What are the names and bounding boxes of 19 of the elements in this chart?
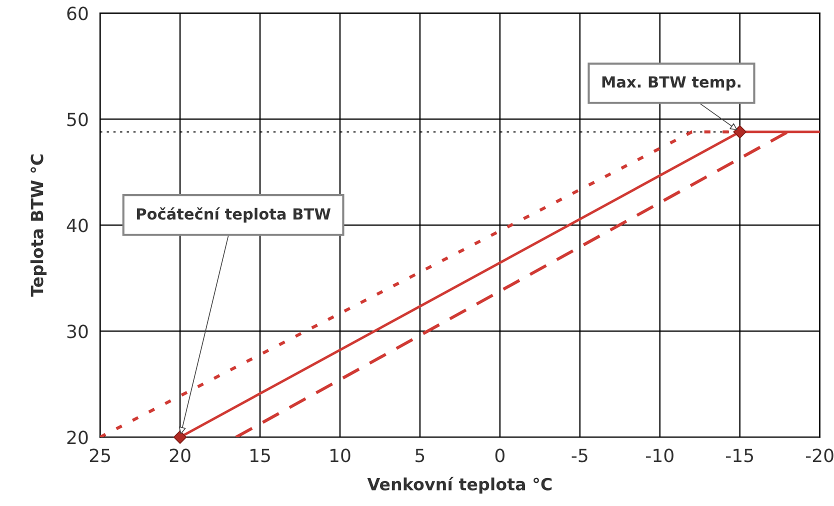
y-tick-label: 60 [67,6,88,20]
y-axis-title: Teplota BTW °C [30,154,47,297]
x-tick-label: 20 [170,448,190,462]
x-tick-label: 25 [90,448,110,462]
y-tick-label: 50 [67,112,88,126]
y-tick-label: 30 [67,324,88,338]
x-tick-label: 0 [495,448,504,462]
x-tick-label: -10 [646,448,674,462]
annotation: Max. BTW temp. [602,76,740,91]
x-tick-label: 15 [250,448,270,462]
y-tick-label: 40 [66,218,88,232]
x-axis-title: Venkovní teplota °C [367,476,552,494]
x-tick-label: -15 [726,448,754,462]
y-tick-label: 20 [67,430,88,444]
x-tick-label: 10 [330,448,350,462]
x-tick-label: 5 [416,448,424,462]
x-tick-label: -5 [572,448,588,462]
x-tick-label: -20 [806,448,834,462]
annotation: Počáteční teplota BTW [137,207,331,223]
